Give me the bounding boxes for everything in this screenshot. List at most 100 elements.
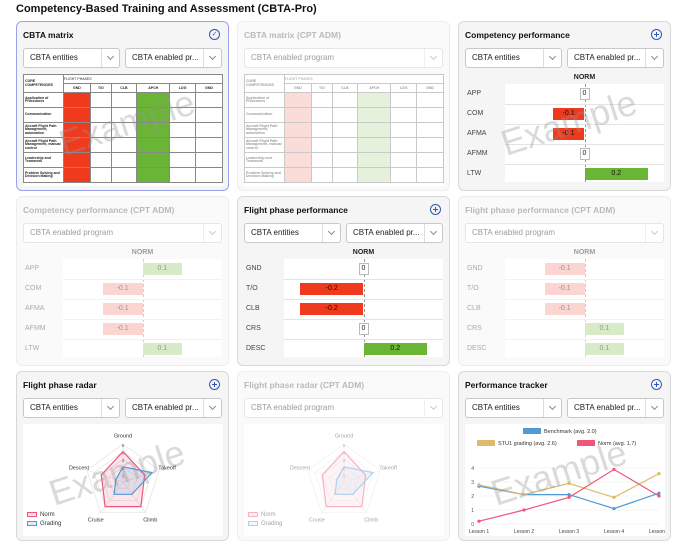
series-point: [522, 493, 526, 497]
matrix-cell: [310, 137, 333, 153]
competency-performance-card[interactable]: Competency performance CBTA entities CBT…: [458, 21, 671, 191]
matrix-cell: [195, 152, 223, 168]
matrix-cell: [89, 167, 112, 183]
performance-line-chart: Benchmark (avg. 2.0) STU1 grading (avg. 2…: [465, 424, 665, 536]
radar-grading-series: [334, 466, 375, 495]
matrix-cell: [89, 107, 112, 123]
radar-spoke: [100, 481, 124, 513]
entities-select[interactable]: CBTA entities: [23, 398, 120, 418]
radar-tick-label: 1: [343, 473, 346, 478]
radar-axis-label: Takeoff: [379, 466, 397, 472]
matrix-group: FLIGHT PHASES: [284, 74, 444, 84]
matrix-phase-header: GND: [195, 83, 223, 93]
add-icon[interactable]: [209, 379, 220, 390]
cbta-matrix-card[interactable]: CBTA matrix ✓ CBTA entities CBTA enabled…: [16, 21, 229, 191]
x-tick-label: Lesson 2: [514, 529, 535, 535]
performance-tracker-card[interactable]: Performance tracker CBTA entities CBTA e…: [458, 371, 671, 541]
matrix-cell: [135, 107, 171, 123]
radar-axis-label: Cruise: [309, 518, 325, 524]
matrix-cell: [195, 137, 223, 153]
norm-line: [584, 84, 586, 182]
matrix-cell: [169, 107, 197, 123]
row-divider: [505, 124, 664, 125]
flight-phase-performance-card[interactable]: Flight phase performance CBTA entities C…: [237, 196, 450, 366]
program-select[interactable]: CBTA enabled pr...: [346, 223, 443, 243]
chevron-down-icon: [101, 49, 119, 67]
bar-zero: 0: [579, 148, 590, 160]
matrix-phase-header: CLB: [331, 83, 358, 93]
matrix-cell: [135, 152, 171, 168]
flight-phase-radar-card[interactable]: Flight phase radar CBTA entities CBTA en…: [16, 371, 229, 541]
row-label: T/O: [246, 285, 258, 292]
entities-select[interactable]: CBTA entities: [244, 223, 341, 243]
matrix-cell: [390, 152, 418, 168]
matrix-cell: [390, 107, 418, 123]
program-select[interactable]: CBTA enabled pr...: [567, 398, 664, 418]
series-point: [657, 472, 661, 476]
matrix-row-label: Leadership and Teamwork: [244, 152, 285, 168]
legend-label: Norm (avg. 1.7): [598, 441, 636, 447]
program-select: CBTA enabled program: [465, 223, 664, 243]
card-title: Competency performance: [465, 30, 570, 40]
chevron-down-icon: [424, 49, 442, 67]
bar: -0.2: [299, 303, 364, 315]
matrix-cell: [310, 92, 333, 108]
matrix-cell: [331, 152, 358, 168]
matrix-cell: [416, 152, 444, 168]
x-tick-label: Lesson 3: [559, 529, 580, 535]
matrix-cell: [195, 167, 223, 183]
matrix-cell: [110, 122, 137, 138]
matrix-phase-header: LDG: [390, 83, 418, 93]
radar-grid-ring: [100, 458, 146, 501]
norm-label: NORM: [352, 249, 375, 256]
norm-line: [363, 259, 365, 357]
chevron-down-icon: [424, 224, 442, 242]
radar-grid-ring: [329, 466, 359, 495]
matrix-row-label: Aircraft Flight Path Management, automat…: [244, 122, 285, 138]
legend-label: Benchmark (avg. 2.0): [544, 429, 597, 435]
program-select[interactable]: CBTA enabled pr...: [125, 398, 222, 418]
matrix-cell: [195, 107, 223, 123]
matrix-phase-header: APCH: [356, 83, 392, 93]
matrix-cell: [356, 152, 392, 168]
row-divider: [284, 299, 443, 300]
row-divider: [505, 164, 664, 165]
matrix-cell: [63, 167, 91, 183]
add-icon[interactable]: [430, 204, 441, 215]
matrix-cell: [63, 92, 91, 108]
program-select[interactable]: CBTA enabled pr...: [567, 48, 664, 68]
row-divider: [284, 319, 443, 320]
competency-performance-adm-card: Competency performance (CPT ADM) CBTA en…: [16, 196, 229, 366]
matrix-row-label: Communication: [23, 107, 64, 123]
matrix-cell: [284, 92, 312, 108]
matrix-cell: [310, 107, 333, 123]
bar: 0.1: [142, 343, 183, 355]
bar: -0.1: [102, 283, 143, 295]
matrix-cell: [310, 167, 333, 183]
program-select[interactable]: CBTA enabled pr...: [125, 48, 222, 68]
phase-bar-chart: NORM GND 0 T/O -0.2 CLB -0.2 CRS 0 DESC 0.2: [244, 249, 445, 359]
radar-axis-label: Descent: [290, 466, 311, 472]
matrix-cell: [135, 167, 171, 183]
entities-select[interactable]: CBTA entities: [465, 48, 562, 68]
legend-norm: Norm: [248, 512, 282, 518]
matrix-row-label: Problem Solving and Decision Making: [23, 167, 64, 183]
entities-select[interactable]: CBTA entities: [23, 48, 120, 68]
add-icon[interactable]: [651, 29, 662, 40]
radar-spoke: [86, 469, 124, 483]
matrix-cell: [331, 107, 358, 123]
radar-axis-label: Ground: [114, 434, 132, 440]
competency-bar-chart: NORM APP 0 COM -0.1 AFMA -0.1 AFMM 0 LTW 0.2: [465, 74, 666, 184]
card-title: Flight phase performance: [244, 205, 348, 215]
matrix-cell: [169, 167, 197, 183]
entities-select[interactable]: CBTA entities: [465, 398, 562, 418]
add-icon[interactable]: [651, 379, 662, 390]
row-divider: [505, 339, 664, 340]
matrix-cell: [110, 107, 137, 123]
check-circle-icon[interactable]: ✓: [209, 29, 220, 40]
bar: -0.1: [544, 283, 585, 295]
radar-chart: Ground Takeoff Climb Cruise Descent 5 4 3 2 1 Norm…: [23, 424, 223, 536]
card-title: CBTA matrix (CPT ADM): [244, 30, 341, 40]
radar-tick-label: 3: [343, 458, 346, 463]
bar-zero: 0: [579, 88, 590, 100]
